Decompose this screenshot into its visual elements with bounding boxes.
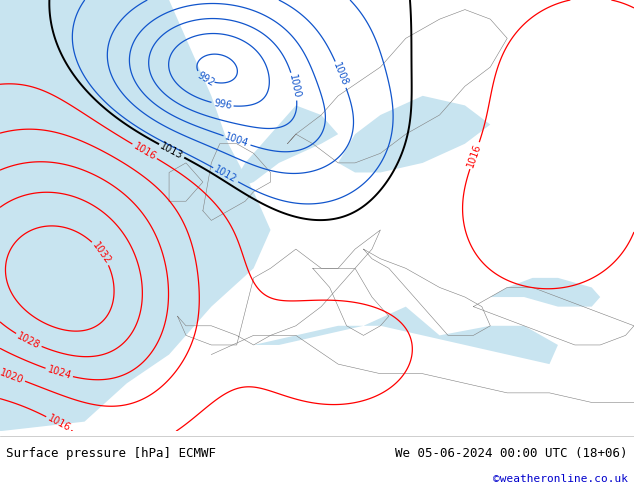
Text: 1004: 1004 <box>224 132 250 149</box>
Polygon shape <box>490 278 600 307</box>
Polygon shape <box>211 307 558 364</box>
Text: 1016: 1016 <box>46 413 72 434</box>
Text: 1012: 1012 <box>212 164 239 185</box>
Text: 1020: 1020 <box>0 367 25 385</box>
Text: We 05-06-2024 00:00 UTC (18+06): We 05-06-2024 00:00 UTC (18+06) <box>395 447 628 460</box>
Text: 1024: 1024 <box>46 365 72 381</box>
Polygon shape <box>338 96 490 172</box>
Text: 1028: 1028 <box>15 330 42 350</box>
Polygon shape <box>228 105 338 192</box>
Text: 1000: 1000 <box>287 74 302 99</box>
Text: 992: 992 <box>195 70 216 88</box>
Text: 1016: 1016 <box>466 143 483 169</box>
Text: Surface pressure [hPa] ECMWF: Surface pressure [hPa] ECMWF <box>6 447 216 460</box>
Text: 1016: 1016 <box>132 141 158 162</box>
Text: 1008: 1008 <box>332 61 350 88</box>
Text: 1013: 1013 <box>158 141 184 161</box>
Text: 1032: 1032 <box>90 240 113 266</box>
Polygon shape <box>0 0 271 431</box>
Text: ©weatheronline.co.uk: ©weatheronline.co.uk <box>493 474 628 485</box>
Text: 996: 996 <box>212 98 232 111</box>
